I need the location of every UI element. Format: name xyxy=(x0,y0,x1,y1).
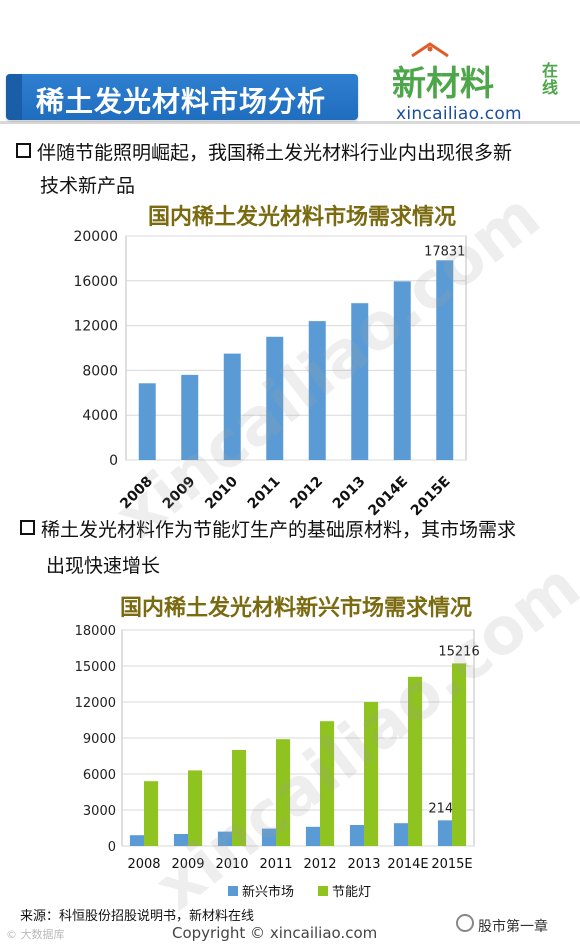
y-tick-label: 9000 xyxy=(83,732,116,747)
bar xyxy=(138,383,156,460)
legend-label: 节能灯 xyxy=(332,885,371,900)
y-tick-label: 0 xyxy=(109,453,118,469)
x-tick-label: 2013 xyxy=(347,857,380,872)
x-tick-label: 2015E xyxy=(408,474,454,516)
bar xyxy=(436,260,454,460)
bullet-2-line2: 出现快速增长 xyxy=(46,555,161,577)
bar xyxy=(305,826,320,846)
bar xyxy=(437,820,452,846)
bar xyxy=(393,281,411,460)
y-tick-label: 8000 xyxy=(82,363,118,379)
bullet-2-cont: 出现快速增长 xyxy=(46,551,160,581)
data-label: 17831 xyxy=(424,244,465,259)
bar xyxy=(217,831,232,846)
bar xyxy=(320,721,335,846)
bullet-1-cont: 技术新产品 xyxy=(40,171,135,201)
x-tick-label: 2011 xyxy=(259,857,292,872)
x-tick-label: 2010 xyxy=(202,473,241,512)
x-tick-label: 2014E xyxy=(387,857,428,872)
bar xyxy=(129,835,144,846)
y-tick-label: 4000 xyxy=(82,408,118,424)
x-tick-label: 2011 xyxy=(245,474,284,513)
x-tick-label: 2014E xyxy=(365,474,411,516)
bar xyxy=(452,663,467,846)
x-tick-label: 2008 xyxy=(117,474,156,513)
page-title: 稀土发光材料市场分析 xyxy=(36,85,327,118)
bar xyxy=(351,303,369,460)
bar xyxy=(223,353,241,460)
title-tab-edge xyxy=(6,74,22,120)
bar xyxy=(173,834,188,846)
chart-1-title: 国内稀土发光材料市场需求情况 xyxy=(148,205,457,230)
house-icon xyxy=(411,42,449,58)
bar xyxy=(349,825,364,846)
bar xyxy=(276,739,291,846)
brand-name: 股市第一章 xyxy=(478,919,548,935)
header-divider xyxy=(0,121,580,124)
y-tick-label: 15000 xyxy=(75,660,116,675)
bar xyxy=(393,823,408,846)
x-tick-label: 2012 xyxy=(287,474,326,513)
bar xyxy=(364,702,379,846)
y-tick-label: 16000 xyxy=(73,274,118,290)
chart-2: 0 3000 6000 9000 12000 15000 18000 2008 2009 2010… xyxy=(75,624,480,900)
corner-mark: © 大数据库 xyxy=(6,928,65,941)
bullet-1-line2: 技术新产品 xyxy=(40,175,136,197)
bar xyxy=(188,770,203,846)
bullet-2-line1: 稀土发光材料作为节能灯生产的基础原材料，其市场需求 xyxy=(41,519,517,541)
bar xyxy=(144,781,159,846)
x-tick-label: 2012 xyxy=(303,857,336,872)
x-tick-label: 2010 xyxy=(215,857,248,872)
bar xyxy=(408,676,423,846)
y-tick-label: 20000 xyxy=(73,229,118,245)
square-bullet-icon xyxy=(20,520,35,535)
logo-side-text: 在线 xyxy=(542,61,559,97)
chart-2-title: 国内稀土发光材料新兴市场需求情况 xyxy=(120,596,473,621)
logo-main-text: 新材料 xyxy=(392,64,494,104)
x-tick-label: 2013 xyxy=(330,474,369,513)
bar xyxy=(181,374,199,460)
brand-icon xyxy=(456,914,474,932)
y-tick-label: 3000 xyxy=(83,804,116,819)
x-tick-label: 2015E xyxy=(431,857,472,872)
y-tick-label: 0 xyxy=(108,840,116,855)
bar xyxy=(261,828,276,846)
bar xyxy=(232,750,247,846)
logo: 新材料 在线 xincailiao.com xyxy=(392,42,572,124)
legend-swatch xyxy=(228,886,238,896)
data-label: 15216 xyxy=(438,644,479,659)
logo-url: xincailiao.com xyxy=(396,104,522,124)
y-tick-label: 6000 xyxy=(83,768,116,783)
legend-label: 新兴市场 xyxy=(242,884,294,900)
bullet-1-line1: 伴随节能照明崛起，我国稀土发光材料行业内出现很多新 xyxy=(37,142,513,164)
copyright: Copyright © xincailiao.com xyxy=(172,924,378,942)
bullet-1: 伴随节能照明崛起，我国稀土发光材料行业内出现很多新 xyxy=(16,138,512,168)
x-tick-label: 2008 xyxy=(127,857,160,872)
y-tick-label: 12000 xyxy=(73,319,118,335)
y-tick-label: 18000 xyxy=(75,624,116,639)
bar xyxy=(266,336,284,460)
x-tick-label: 2009 xyxy=(160,474,199,513)
plot-area xyxy=(125,235,467,461)
square-bullet-icon xyxy=(16,143,31,158)
bullet-2: 稀土发光材料作为节能灯生产的基础原材料，其市场需求 xyxy=(20,515,516,545)
source-note: 来源：科恒股份招股说明书，新材料在线 xyxy=(20,909,255,924)
chart-1: 0 4000 8000 12000 16000 20000 2008 2009 2010 2011… xyxy=(73,229,467,516)
y-tick-label: 12000 xyxy=(75,696,116,711)
title-tab xyxy=(6,74,358,120)
bar xyxy=(308,321,326,460)
x-tick-label: 2009 xyxy=(171,857,204,872)
legend-swatch xyxy=(318,886,328,896)
